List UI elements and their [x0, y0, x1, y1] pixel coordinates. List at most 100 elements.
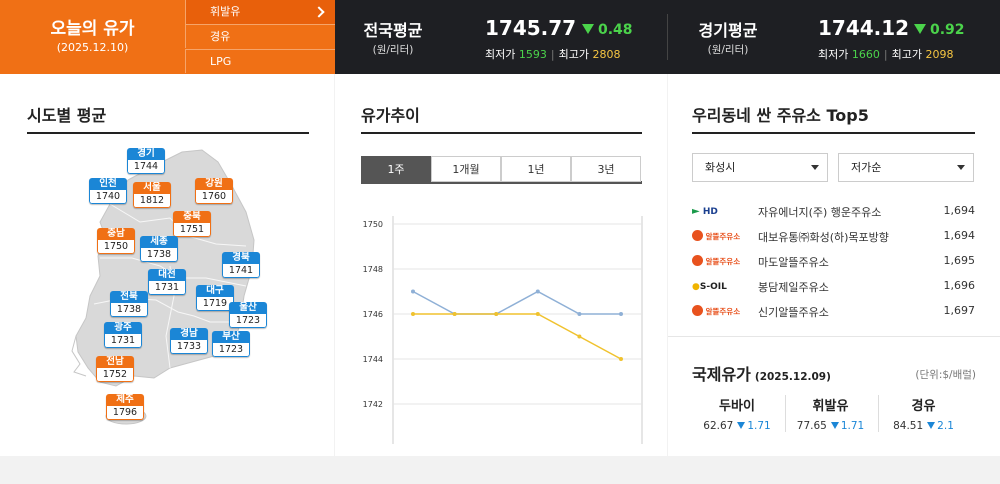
national-title: 전국평균: [363, 21, 423, 40]
y-tick-label: 1750: [363, 220, 383, 229]
gyeonggi-change: 0.92: [914, 22, 965, 38]
intl-change: 1.71: [737, 420, 771, 432]
down-arrow-icon: [737, 422, 746, 429]
station-name: 대보유통㈜화성(하)목포방향: [758, 231, 889, 244]
intl-name: 두바이: [719, 399, 755, 414]
region-select[interactable]: 화성시: [692, 153, 828, 182]
panel-divider: [668, 336, 1000, 337]
region-name: 서울: [133, 182, 171, 194]
data-point: [577, 334, 582, 339]
region-price: 1796: [106, 406, 144, 420]
national-price: 1745.77: [485, 16, 577, 40]
data-point: [494, 312, 499, 316]
fuel-tab-label: 휘발유: [210, 5, 241, 18]
region-price: 1740: [89, 190, 127, 204]
data-point: [619, 312, 623, 316]
region-badge[interactable]: 충북 1751: [173, 211, 211, 237]
region-badge[interactable]: 울산 1723: [229, 302, 267, 328]
regional-average-panel: 시도별 평균 경기 1744 인천 1740 서울 1812 강원 1760 충북 1751 충남 1…: [0, 74, 334, 456]
national-average: 전국평균 (원/리터) 1745.77 0.48 최저가 1593 | 최고가 28…: [335, 0, 667, 74]
region-name: 충남: [97, 228, 135, 240]
fuel-tab-gasoline[interactable]: 휘발유: [185, 0, 335, 24]
y-tick-label: 1748: [363, 265, 383, 274]
tab-1year[interactable]: 1년: [501, 156, 571, 182]
region-badge[interactable]: 대전 1731: [148, 269, 186, 295]
fuel-tab-label: LPG: [210, 55, 232, 68]
region-price: 1723: [229, 314, 267, 328]
title-rule: [692, 132, 975, 134]
station-row[interactable]: ► HD 자유에너지(주) 행운주유소 1,694: [692, 202, 975, 227]
today-title: 오늘의 유가: [50, 19, 135, 39]
fuel-tab-lpg[interactable]: LPG: [185, 49, 335, 73]
intl-values: 84.51 2.1: [879, 420, 968, 432]
trend-line-chart: 17401742174417461748175012.512.612.712.8…: [363, 216, 643, 444]
region-badge[interactable]: 부산 1723: [212, 331, 250, 357]
region-price: 1733: [170, 340, 208, 354]
today-date: (2025.12.10): [56, 41, 129, 54]
station-row[interactable]: ●S-OIL 봉담제일주유소 1,696: [692, 277, 975, 302]
intl-price-item: 휘발유 77.65 1.71: [785, 395, 875, 432]
region-price: 1751: [173, 223, 211, 237]
tab-1week[interactable]: 1주: [361, 156, 431, 182]
region-badge[interactable]: 전북 1738: [110, 291, 148, 317]
intl-change: 2.1: [927, 420, 954, 432]
region-badge[interactable]: 경남 1733: [170, 328, 208, 354]
region-badge[interactable]: 강원 1760: [195, 178, 233, 204]
national-change: 0.48: [582, 22, 633, 38]
region-price: 1744: [127, 160, 165, 174]
tab-3years[interactable]: 3년: [571, 156, 641, 182]
intl-unit: (단위:$/배럴): [915, 369, 976, 381]
intl-name: 경유: [911, 399, 936, 414]
trend-title: 유가추이: [361, 106, 420, 125]
station-row[interactable]: 알뜰주유소 신기알뜰주유소 1,697: [692, 302, 975, 327]
station-row[interactable]: 알뜰주유소 대보유통㈜화성(하)목포방향 1,694: [692, 227, 975, 252]
altteul-station-logo: 알뜰주유소: [692, 305, 744, 319]
price-trend-panel: 유가추이 1주 1개월 1년 3년 1740174217441746174817…: [335, 74, 667, 456]
top-header: 오늘의 유가 (2025.12.10) 휘발유 경유 LPG 전국평균 (원/리…: [0, 0, 1000, 74]
gyeonggi-average: 경기평균 (원/리터) 1744.12 0.92 최저가 1660 | 최고가 20…: [668, 0, 1000, 74]
chevron-right-icon: [313, 6, 325, 18]
region-badge[interactable]: 전남 1752: [96, 356, 134, 382]
data-point: [577, 312, 582, 316]
region-badge[interactable]: 서울 1812: [133, 182, 171, 208]
tab-1month[interactable]: 1개월: [431, 156, 501, 182]
sort-select-value: 저가순: [851, 161, 882, 174]
region-name: 강원: [195, 178, 233, 190]
intl-values: 77.65 1.71: [786, 420, 875, 432]
region-badge[interactable]: 경기 1744: [127, 148, 165, 174]
altteul-station-logo: 알뜰주유소: [692, 230, 744, 244]
intl-price: 77.65: [796, 420, 827, 432]
region-name: 제주: [106, 394, 144, 406]
region-badge[interactable]: 대구 1719: [196, 285, 234, 311]
y-tick-label: 1744: [363, 355, 383, 364]
down-arrow-icon: [914, 24, 926, 34]
sort-select[interactable]: 저가순: [838, 153, 974, 182]
region-name: 경북: [222, 252, 260, 264]
region-badge[interactable]: 인천 1740: [89, 178, 127, 204]
region-badge[interactable]: 제주 1796: [106, 394, 144, 420]
station-name: 마도알뜰주유소: [758, 256, 829, 269]
divider: [667, 14, 668, 60]
gyeonggi-unit: (원/리터): [707, 44, 749, 56]
region-badge[interactable]: 경북 1741: [222, 252, 260, 278]
y-tick-label: 1742: [363, 400, 383, 409]
national-range: 최저가 1593 | 최고가 2808: [485, 48, 621, 61]
station-row[interactable]: 알뜰주유소 마도알뜰주유소 1,695: [692, 252, 975, 277]
intl-date: (2025.12.09): [754, 371, 831, 383]
region-badge[interactable]: 세종 1738: [140, 236, 178, 262]
region-badge[interactable]: 충남 1750: [97, 228, 135, 254]
data-point: [535, 289, 540, 294]
fuel-type-menu: 휘발유 경유 LPG: [185, 0, 335, 74]
series-line-gyeonggi: [413, 313, 622, 360]
region-name: 울산: [229, 302, 267, 314]
station-name: 신기알뜰주유소: [758, 306, 829, 319]
fuel-tab-diesel[interactable]: 경유: [185, 24, 335, 48]
station-price: 1,696: [943, 279, 976, 292]
region-price: 1752: [96, 368, 134, 382]
region-badge[interactable]: 광주 1731: [104, 322, 142, 348]
region-price: 1731: [104, 334, 142, 348]
title-rule: [361, 132, 642, 134]
data-point: [411, 312, 415, 316]
station-name: 자유에너지(주) 행운주유소: [758, 206, 882, 219]
data-point: [411, 289, 415, 294]
